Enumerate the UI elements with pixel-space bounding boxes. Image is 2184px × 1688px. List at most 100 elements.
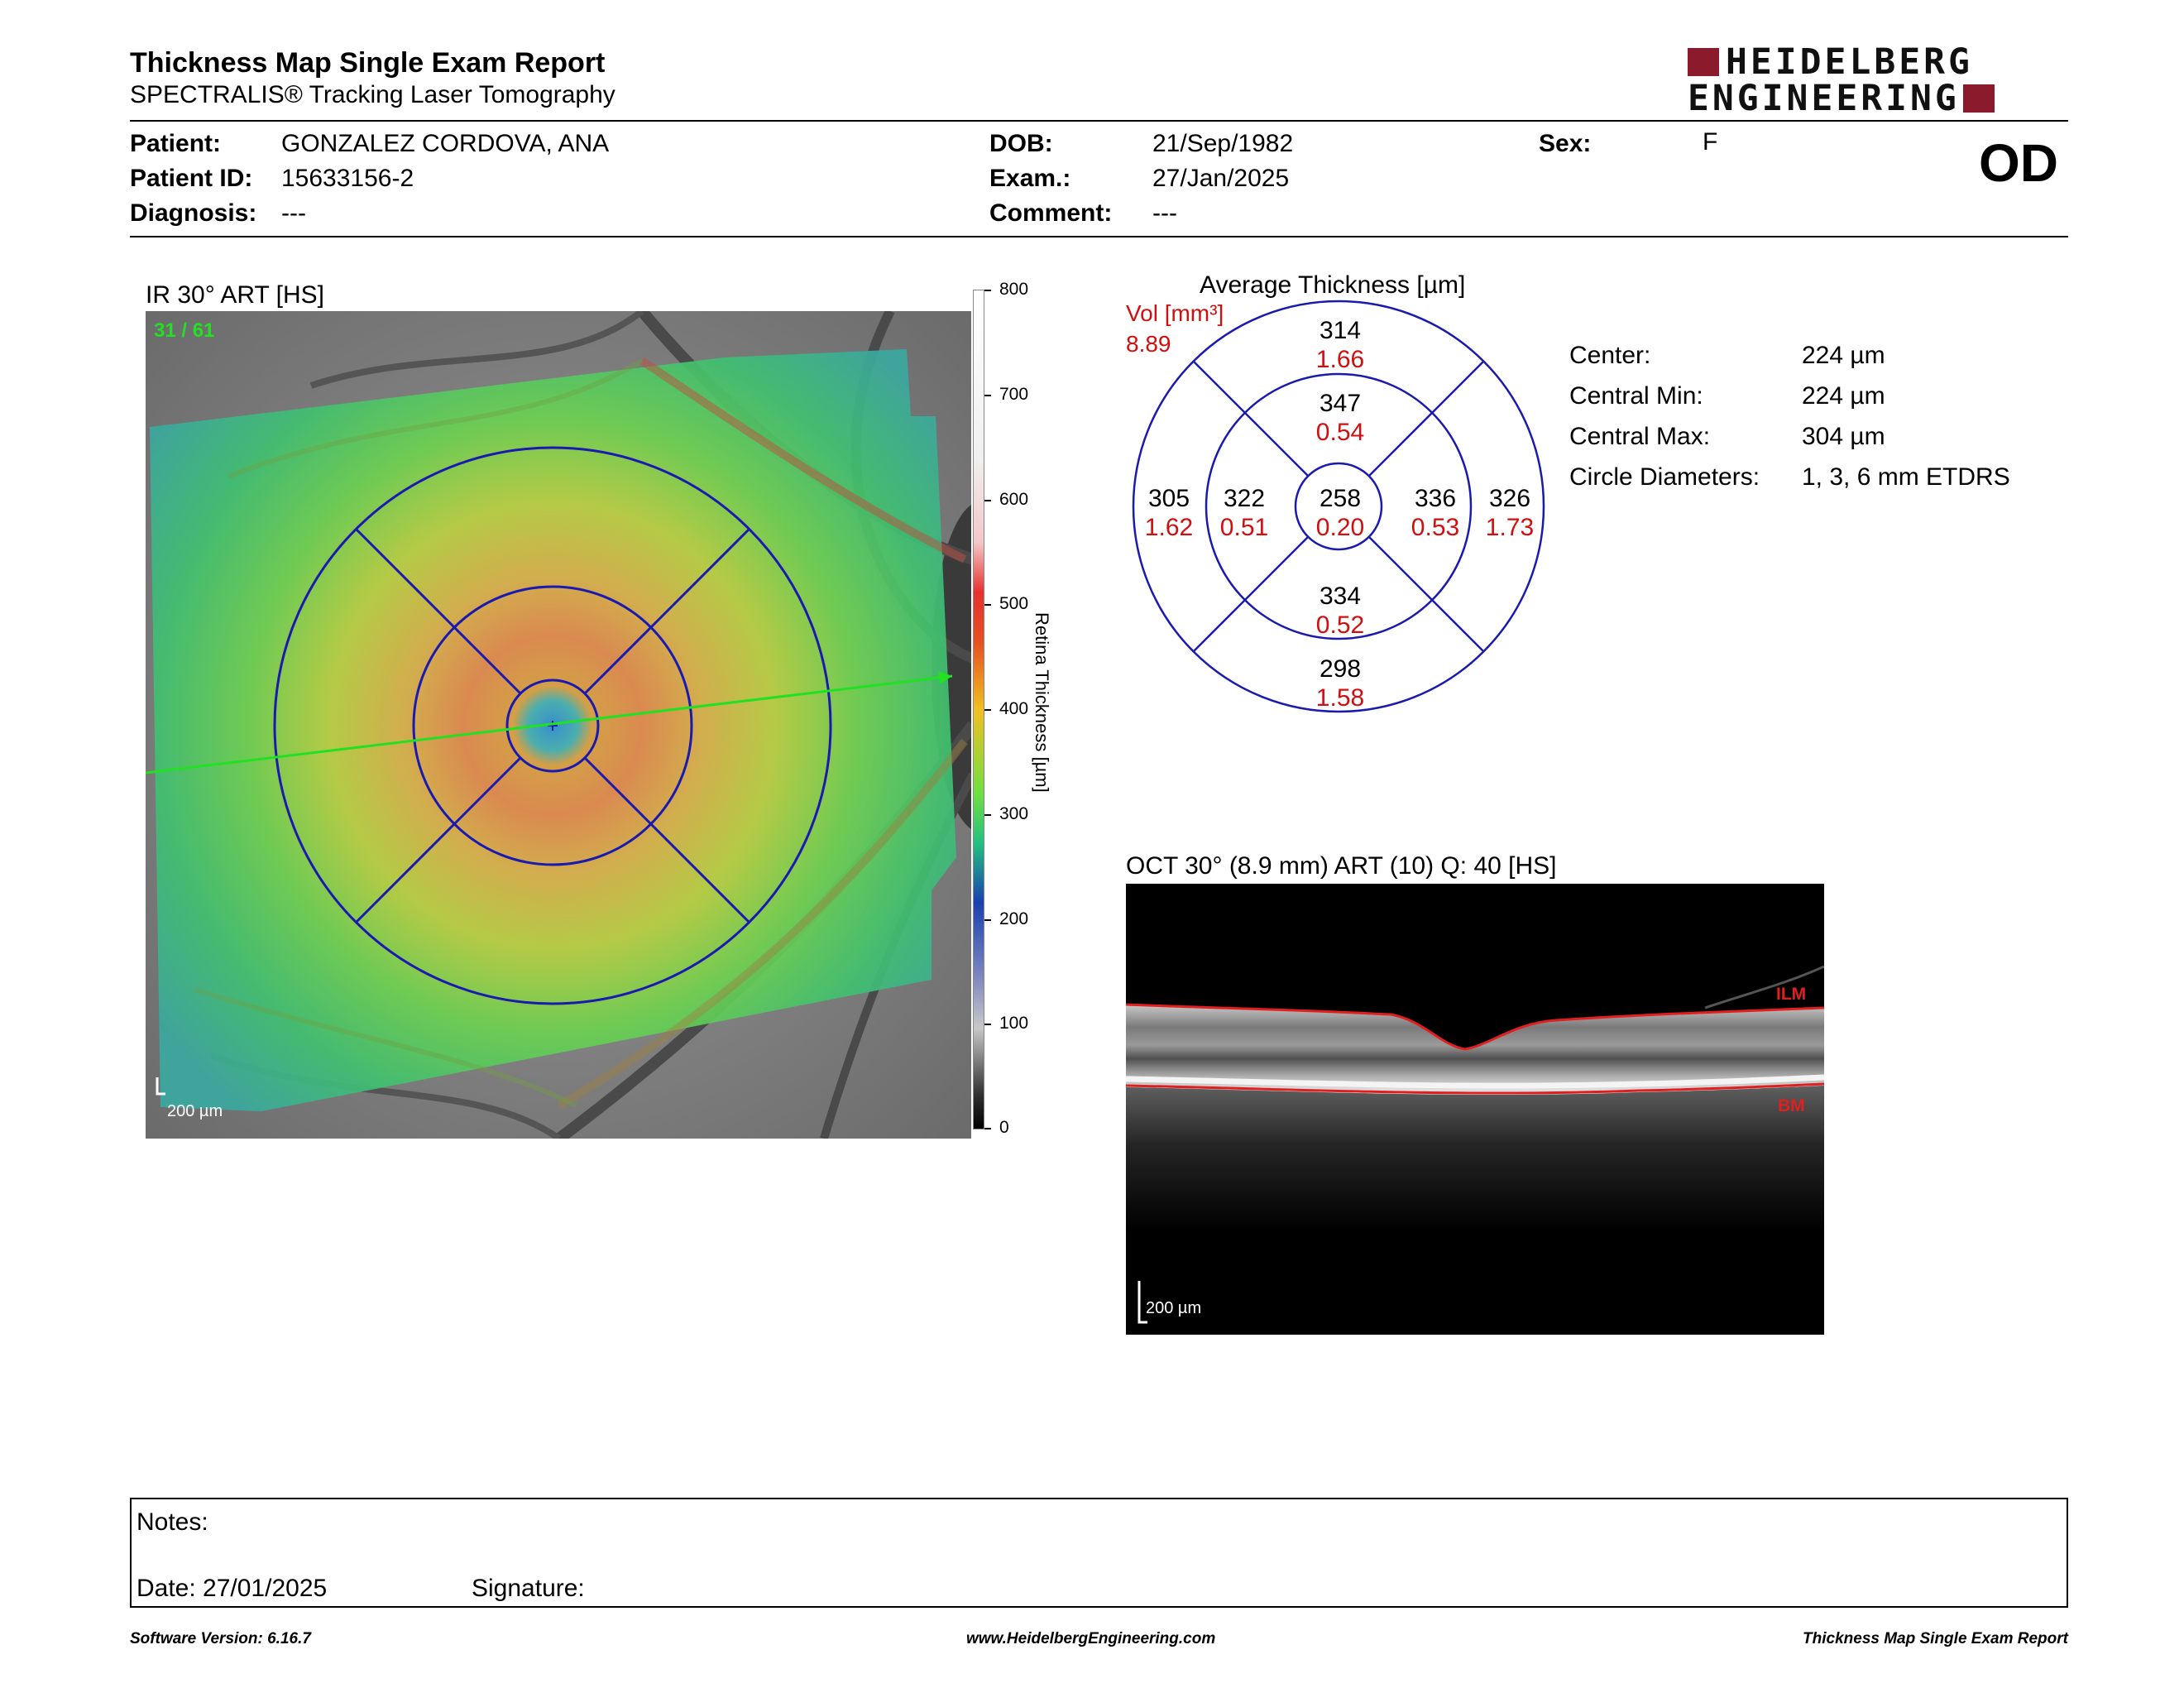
- outer-superior-volume: 1.66: [1315, 346, 1365, 373]
- center-thickness: 258: [1319, 485, 1362, 512]
- logo-line-2: ENGINEERING: [1688, 78, 1960, 119]
- notes-label: Notes:: [136, 1508, 208, 1536]
- oct-image-title: OCT 30° (8.9 mm) ART (10) Q: 40 [HS]: [1126, 852, 1557, 880]
- header-divider: [130, 120, 2068, 122]
- ilm-label: ILM: [1776, 985, 1807, 1004]
- patient-id: 15633156-2: [281, 165, 414, 192]
- logo-square-icon: [1962, 84, 1995, 113]
- center-stat-value: 224 µm: [1802, 342, 1885, 369]
- outer-temporal-thickness: 305: [1147, 485, 1190, 512]
- tick-mark: [984, 395, 991, 396]
- dob-value: 21/Sep/1982: [1152, 130, 1294, 157]
- notes-box[interactable]: [130, 1498, 2068, 1608]
- outer-inferior-volume: 1.58: [1315, 684, 1365, 712]
- colorbar-tick-label: 400: [999, 699, 1029, 718]
- diagnosis-value: ---: [281, 199, 306, 227]
- thickness-map-image[interactable]: 31 / 61 200 µm: [146, 311, 971, 1139]
- comment-label: Comment:: [989, 199, 1113, 227]
- inner-superior-thickness: 347: [1319, 390, 1362, 417]
- footer-report-name: Thickness Map Single Exam Report: [1803, 1630, 2068, 1647]
- central-max-label: Central Max:: [1569, 423, 1711, 450]
- circle-diameters-label: Circle Diameters:: [1569, 463, 1760, 491]
- ilm-segmentation-line[interactable]: [1126, 1003, 1824, 1051]
- outer-nasal-volume: 1.73: [1485, 514, 1535, 541]
- thickness-colorbar: [973, 290, 984, 1129]
- heidelberg-logo: HEIDELBERG ENGINEERING: [1688, 41, 2068, 119]
- scan-index: 31 / 61: [154, 319, 215, 342]
- patient-label: Patient:: [130, 130, 222, 157]
- patient-name: GONZALEZ CORDOVA, ANA: [281, 130, 610, 157]
- circle-diameters-value: 1, 3, 6 mm ETDRS: [1802, 463, 2010, 491]
- fundus-scale-label: 200 µm: [167, 1102, 223, 1120]
- patient-divider: [130, 236, 2068, 237]
- date-label: Date: 27/01/2025: [136, 1575, 328, 1602]
- central-min-label: Central Min:: [1569, 382, 1703, 410]
- inner-nasal-thickness: 336: [1414, 485, 1457, 512]
- logo-square-icon: [1688, 48, 1719, 76]
- tick-mark: [984, 709, 991, 711]
- central-max-value: 304 µm: [1802, 423, 1885, 450]
- retina-layer: [1126, 1005, 1824, 1096]
- oct-bscan-svg: [1126, 884, 1824, 1335]
- colorbar-tick-label: 100: [999, 1014, 1029, 1033]
- report-subtitle: SPECTRALIS® Tracking Laser Tomography: [130, 81, 615, 108]
- tick-mark: [984, 814, 991, 816]
- exam-value: 27/Jan/2025: [1152, 165, 1290, 192]
- etdrs-overlay-rings: [273, 446, 832, 1005]
- tick-mark: [984, 1024, 991, 1025]
- colorbar-axis-label: Retina Thickness [µm]: [1032, 612, 1052, 793]
- etdrs-grid: [1129, 298, 1559, 728]
- outer-inferior-thickness: 298: [1319, 655, 1362, 683]
- etdrs-grid-svg: [1132, 300, 1545, 713]
- inner-temporal-volume: 0.51: [1219, 514, 1269, 541]
- colorbar-tick-label: 500: [999, 594, 1029, 613]
- inner-inferior-volume: 0.52: [1315, 611, 1365, 639]
- colorbar-tick-label: 600: [999, 490, 1029, 509]
- inner-inferior-thickness: 334: [1319, 583, 1362, 610]
- inner-nasal-volume: 0.53: [1410, 514, 1460, 541]
- oct-scale-label: 200 µm: [1146, 1299, 1202, 1317]
- colorbar-tick-label: 0: [999, 1118, 1009, 1137]
- fovea-center-marker: [548, 721, 558, 731]
- tick-mark: [984, 1128, 991, 1129]
- scan-line[interactable]: [146, 674, 953, 774]
- center-volume: 0.20: [1315, 514, 1365, 541]
- ir-image-title: IR 30° ART [HS]: [146, 281, 324, 309]
- signature-label: Signature:: [472, 1575, 585, 1602]
- patient-id-label: Patient ID:: [130, 165, 253, 192]
- comment-value: ---: [1152, 199, 1177, 227]
- central-min-value: 224 µm: [1802, 382, 1885, 410]
- dob-label: DOB:: [989, 130, 1053, 157]
- website-link[interactable]: www.HeidelbergEngineering.com: [966, 1630, 1216, 1647]
- outer-superior-thickness: 314: [1319, 317, 1362, 344]
- logo-line-1: HEIDELBERG: [1726, 41, 1973, 83]
- tick-mark: [984, 604, 991, 606]
- outer-nasal-thickness: 326: [1488, 485, 1531, 512]
- average-thickness-title: Average Thickness [µm]: [1200, 271, 1466, 299]
- inner-temporal-thickness: 322: [1223, 485, 1266, 512]
- oct-scale-bar-icon: [1138, 1281, 1147, 1324]
- scan-arrow-icon: [938, 671, 952, 684]
- scale-bar-icon: [156, 1077, 165, 1096]
- report-title: Thickness Map Single Exam Report: [130, 47, 606, 79]
- bm-segmentation-line[interactable]: [1126, 1082, 1824, 1095]
- tick-mark: [984, 919, 991, 921]
- bm-label: BM: [1778, 1096, 1805, 1115]
- colorbar-tick-label: 700: [999, 385, 1029, 404]
- tick-mark: [984, 290, 991, 291]
- outer-temporal-volume: 1.62: [1144, 514, 1194, 541]
- colorbar-tick-label: 200: [999, 909, 1029, 928]
- diagnosis-label: Diagnosis:: [130, 199, 257, 227]
- center-stat-label: Center:: [1569, 342, 1651, 369]
- inner-superior-volume: 0.54: [1315, 419, 1365, 446]
- sex-value: F: [1703, 128, 1718, 156]
- colorbar-tick-label: 800: [999, 280, 1029, 299]
- tick-mark: [984, 500, 991, 501]
- oct-bscan-image[interactable]: ILM BM 200 µm: [1126, 884, 1824, 1335]
- eye-indicator: OD: [1979, 133, 2058, 193]
- exam-label: Exam.:: [989, 165, 1071, 192]
- colorbar-tick-label: 300: [999, 804, 1029, 823]
- software-version: Software Version: 6.16.7: [130, 1630, 311, 1647]
- fundus-svg: [146, 311, 971, 1139]
- total-volume: 8.89: [1126, 331, 1171, 357]
